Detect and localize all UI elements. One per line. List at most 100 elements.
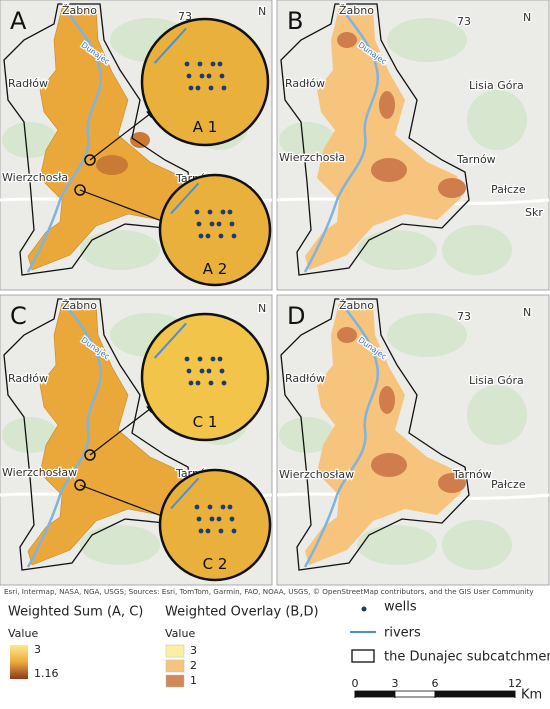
- panel-letter: D: [287, 302, 305, 330]
- river: [26, 304, 103, 568]
- green-area: [2, 417, 58, 453]
- well: [217, 356, 223, 362]
- attribution: Esri, Intermap, NASA, NGA, USGS; Sources…: [4, 587, 534, 596]
- well: [195, 380, 201, 386]
- legend-title: Weighted Sum (A, C): [8, 605, 143, 620]
- well: [186, 368, 192, 374]
- green-area: [387, 313, 467, 357]
- map-panel: ŽabnoRadłówWierzchosłaPałczeTarnów73NDun…: [0, 0, 273, 291]
- catchment-boundary: [3, 3, 193, 276]
- river: [26, 9, 103, 273]
- panel-letter: A: [10, 7, 27, 35]
- green-area: [279, 417, 335, 453]
- map-panels: ŽabnoRadłówWierzchosłaPałczeTarnów73NDun…: [0, 0, 550, 586]
- low-class-patch: [379, 386, 395, 414]
- scale-label: 0: [352, 677, 359, 690]
- zoom-river: [153, 322, 187, 359]
- suitability-area: [27, 7, 185, 271]
- class-label: 1: [190, 674, 197, 687]
- zoom-arrow: [79, 189, 172, 226]
- well: [198, 528, 204, 534]
- green-area: [442, 520, 512, 570]
- well: [195, 85, 201, 91]
- zoom-river: [170, 477, 200, 510]
- legend-high: 3: [34, 643, 41, 656]
- scale-label: 3: [392, 677, 399, 690]
- scale-unit: Km: [521, 688, 542, 703]
- well: [207, 504, 213, 510]
- place-label: N: [523, 306, 531, 319]
- zoom-river: [170, 182, 200, 215]
- map-panel: ŽabnoRadłówWierzchosławPałczeTarnówNDuna…: [0, 294, 273, 586]
- zoom-circle: [158, 468, 272, 582]
- well: [210, 61, 216, 67]
- class-label: 3: [190, 644, 197, 657]
- green-area: [357, 230, 437, 270]
- well: [229, 221, 235, 227]
- low-class-patch: [438, 473, 466, 493]
- well: [205, 528, 211, 534]
- well: [219, 368, 225, 374]
- well: [210, 356, 216, 362]
- place-label: Radłów: [8, 77, 48, 90]
- place-label: 73: [457, 310, 471, 323]
- well: [227, 209, 233, 215]
- low-class-patch: [371, 158, 407, 182]
- well: [197, 61, 203, 67]
- well: [209, 221, 215, 227]
- scale-label: 6: [432, 677, 439, 690]
- scale-label: 12: [508, 677, 522, 690]
- well: [209, 516, 215, 522]
- zoom-label: A 2: [203, 260, 228, 278]
- well: [194, 209, 200, 215]
- low-class-patch: [379, 91, 395, 119]
- well: [184, 356, 190, 362]
- zoom-label: C 2: [203, 555, 228, 573]
- zoom-label: C 1: [193, 413, 218, 431]
- place-label: Radłów: [8, 372, 48, 385]
- river: [303, 304, 380, 568]
- place-label: Skr: [525, 206, 543, 219]
- zoom-circle: [140, 312, 270, 442]
- well: [231, 233, 237, 239]
- symbol-label: wells: [384, 600, 417, 615]
- place-label: Wierzchosław: [2, 466, 77, 479]
- zoom-circle: [140, 17, 270, 147]
- zoom-river: [153, 27, 187, 64]
- well-symbol: [361, 606, 367, 612]
- river: [303, 9, 380, 273]
- well: [220, 209, 226, 215]
- suitability-area: [305, 303, 461, 565]
- place-label: Žabno: [62, 299, 97, 312]
- suitability-area: [27, 302, 185, 566]
- gradient-swatch: [10, 645, 28, 679]
- well: [206, 73, 212, 79]
- place-label: N: [523, 11, 531, 24]
- place-label: 73: [457, 15, 471, 28]
- low-value-patch: [96, 155, 128, 175]
- symbol-label: the Dunajec subcatchment: [384, 650, 550, 665]
- class-swatch: [165, 659, 185, 673]
- place-label: Wierzchosła: [2, 171, 68, 184]
- scale-segment: [434, 690, 516, 698]
- legend-subtitle: Value: [165, 627, 195, 640]
- well: [229, 516, 235, 522]
- place-label: Žabno: [62, 4, 97, 17]
- place-label: Lisia Góra: [469, 79, 524, 92]
- well: [231, 528, 237, 534]
- green-area: [467, 385, 527, 445]
- green-area: [80, 230, 160, 270]
- green-area: [442, 225, 512, 275]
- well: [208, 85, 214, 91]
- well: [199, 73, 205, 79]
- map-panel: Žabno Radłów Lisia Góra Wierzchosław PałczeT…: [276, 294, 550, 586]
- low-class-patch: [337, 327, 357, 343]
- well: [188, 85, 194, 91]
- class-label: 2: [190, 659, 197, 672]
- well: [219, 73, 225, 79]
- legend-subtitle: Value: [8, 627, 38, 640]
- place-label: Žabno: [339, 299, 374, 312]
- zoom-label: A 1: [193, 118, 218, 136]
